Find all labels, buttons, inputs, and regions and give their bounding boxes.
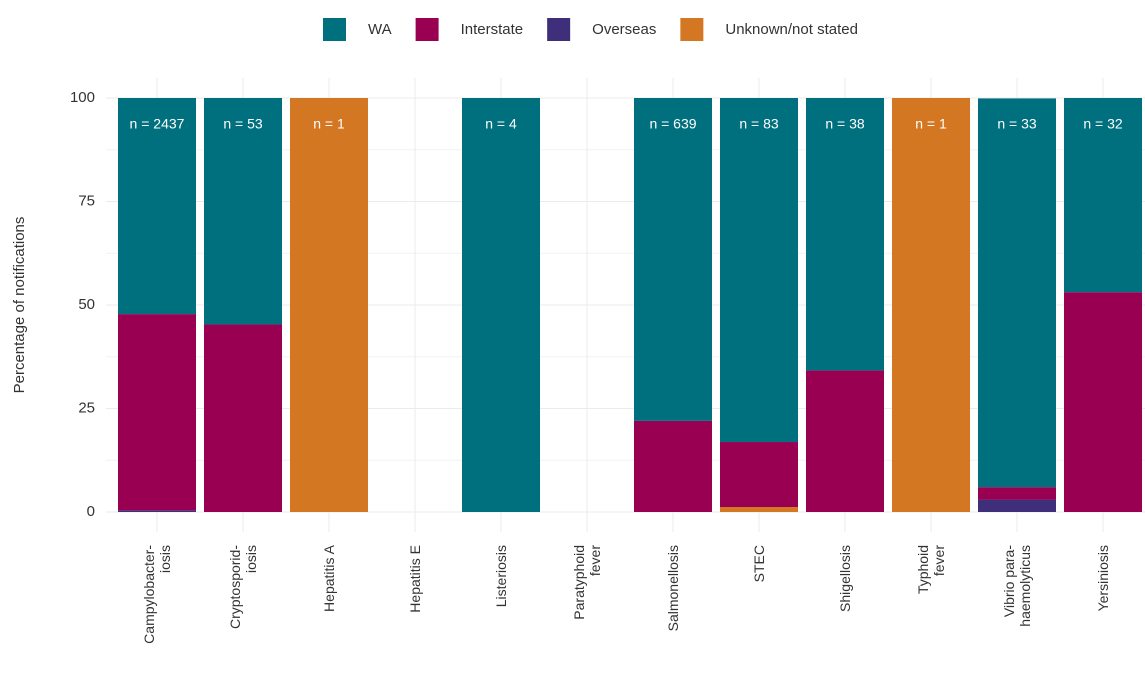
bar-segment	[118, 510, 196, 512]
bar-segment	[892, 98, 970, 512]
bar-segment	[462, 98, 540, 512]
y-tick-label: 75	[78, 192, 95, 209]
bar-segment	[978, 499, 1056, 512]
bar-segment	[978, 487, 1056, 500]
bar-segment	[720, 507, 798, 512]
legend-label: Unknown/not stated	[725, 21, 858, 38]
bar-annotation: n = 2437	[130, 116, 185, 132]
bar-segment	[1064, 98, 1142, 293]
y-tick-label: 100	[70, 89, 95, 106]
x-tick-label: Shigellosis	[837, 545, 853, 612]
bar-annotation: n = 1	[313, 116, 345, 132]
x-tick-label: Cryptosporid- iosis	[227, 545, 259, 630]
legend-swatch	[323, 18, 346, 41]
bar-segment	[118, 98, 196, 315]
y-tick-label: 0	[87, 503, 95, 520]
x-tick-label: Listeriosis	[493, 545, 509, 608]
bar-segment	[204, 324, 282, 512]
legend-label: WA	[368, 21, 392, 38]
x-tick-label: STEC	[751, 545, 767, 583]
x-tick-label: Hepatitis E	[407, 545, 423, 613]
bar-annotation: n = 1	[915, 116, 947, 132]
bar-segment	[634, 98, 712, 421]
y-axis-title: Percentage of notifications	[11, 217, 28, 394]
bar-segment	[204, 98, 282, 325]
bar-segment	[118, 314, 196, 511]
bar-segment	[806, 98, 884, 371]
bar-segment	[978, 98, 1056, 488]
bar-annotation: n = 4	[485, 116, 517, 132]
bar-segment	[806, 370, 884, 512]
legend-swatch	[415, 18, 439, 41]
legend-label: Overseas	[592, 21, 656, 38]
y-tick-label: 50	[78, 296, 95, 313]
bar-segment	[720, 442, 798, 508]
x-tick-label: Paratyphoid fever	[571, 545, 603, 620]
x-tick-label: Yersiniosis	[1095, 545, 1111, 612]
bar-annotation: n = 33	[997, 116, 1037, 132]
x-tick-label: Vibrio para- haemolyticus	[1001, 545, 1033, 627]
legend-label: Interstate	[461, 21, 524, 38]
bar-segment	[634, 420, 712, 512]
bar-segment	[1064, 292, 1142, 512]
x-tick-label: Salmonellosis	[665, 545, 681, 632]
bar-annotation: n = 639	[649, 116, 696, 132]
x-tick-label: Typhoid fever	[915, 545, 947, 595]
x-tick-label: Hepatitis A	[321, 545, 337, 612]
bar-annotation: n = 38	[825, 116, 865, 132]
bar-annotation: n = 53	[223, 116, 263, 132]
legend-swatch	[547, 18, 571, 41]
bar-segment	[290, 98, 368, 512]
bar-segment	[720, 98, 798, 443]
legend-swatch	[680, 18, 704, 41]
x-tick-label: Campylobacter- iosis	[141, 545, 173, 644]
bar-annotation: n = 32	[1083, 116, 1123, 132]
bar-annotation: n = 83	[739, 116, 779, 132]
y-tick-label: 25	[78, 399, 95, 416]
